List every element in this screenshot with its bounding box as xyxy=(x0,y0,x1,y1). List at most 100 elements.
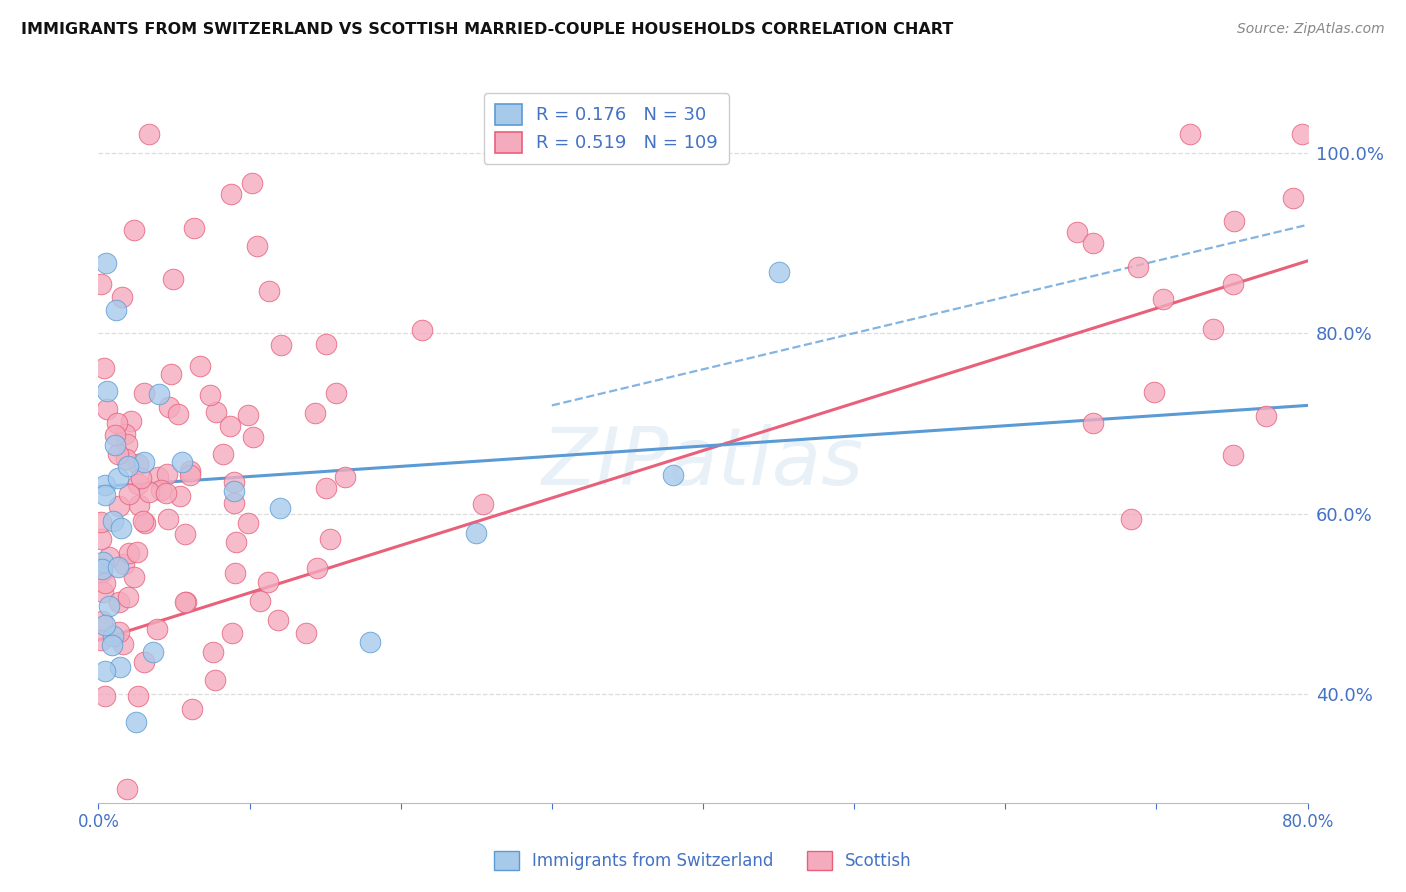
Point xyxy=(125,545,148,559)
Point xyxy=(240,176,263,190)
Point xyxy=(131,514,153,528)
Point xyxy=(112,637,135,651)
Point xyxy=(1121,512,1143,526)
Point xyxy=(169,489,191,503)
Point xyxy=(108,660,131,674)
Point xyxy=(179,468,201,483)
Point xyxy=(219,187,242,202)
Point xyxy=(91,555,114,569)
Point xyxy=(138,484,160,499)
Point xyxy=(198,388,221,402)
Point xyxy=(129,471,152,485)
Point xyxy=(90,516,112,530)
Point xyxy=(304,406,326,420)
Point xyxy=(94,488,117,502)
Point xyxy=(318,533,340,547)
Point xyxy=(127,689,149,703)
Point xyxy=(110,290,132,304)
Point xyxy=(315,336,337,351)
Point xyxy=(1222,448,1244,462)
Point xyxy=(108,500,131,514)
Point xyxy=(138,128,160,142)
Point xyxy=(1282,191,1305,205)
Point xyxy=(90,562,112,576)
Text: ZIPatlas: ZIPatlas xyxy=(541,425,865,502)
Point xyxy=(94,256,117,270)
Point xyxy=(1143,385,1166,400)
Point xyxy=(219,418,242,433)
Point xyxy=(225,534,247,549)
Point xyxy=(104,438,127,452)
Point xyxy=(188,359,211,373)
Point xyxy=(238,408,260,422)
Point xyxy=(117,458,139,473)
Point xyxy=(159,367,181,381)
Point xyxy=(170,455,193,469)
Point xyxy=(1083,235,1105,250)
Point xyxy=(174,595,197,609)
Point xyxy=(325,386,347,401)
Point xyxy=(201,644,224,658)
Point xyxy=(267,613,290,627)
Point xyxy=(242,430,264,444)
Point xyxy=(269,500,291,515)
Point xyxy=(96,384,118,398)
Point xyxy=(149,483,172,498)
Point xyxy=(1066,225,1088,239)
Point xyxy=(249,594,271,608)
Point xyxy=(142,645,165,659)
Point xyxy=(117,591,139,605)
Point xyxy=(90,633,112,648)
Point xyxy=(94,618,117,632)
Point xyxy=(118,487,141,501)
Point xyxy=(148,470,170,484)
Point xyxy=(114,452,136,467)
Text: Source: ZipAtlas.com: Source: ZipAtlas.com xyxy=(1237,22,1385,37)
Point xyxy=(94,576,117,591)
Point xyxy=(91,565,114,579)
Point xyxy=(93,478,115,492)
Point xyxy=(117,782,139,797)
Point xyxy=(146,622,169,636)
Point xyxy=(90,277,112,291)
Point xyxy=(90,615,112,629)
Point xyxy=(114,427,136,442)
Point xyxy=(256,575,278,590)
Point xyxy=(108,625,131,640)
Point xyxy=(125,714,148,729)
Point xyxy=(246,239,269,253)
Point xyxy=(224,483,246,498)
Point xyxy=(134,516,156,531)
Point xyxy=(205,405,228,419)
Point xyxy=(221,625,243,640)
Point xyxy=(155,486,177,500)
Point xyxy=(104,302,127,317)
Point xyxy=(97,549,120,564)
Point xyxy=(222,475,245,489)
Point xyxy=(110,521,132,535)
Point xyxy=(97,599,120,613)
Point xyxy=(91,585,114,599)
Point xyxy=(211,447,233,461)
Point xyxy=(295,626,318,640)
Point xyxy=(1178,128,1201,142)
Point xyxy=(100,638,122,652)
Point xyxy=(411,323,433,337)
Point xyxy=(90,532,112,546)
Point xyxy=(305,560,328,574)
Point xyxy=(104,428,127,442)
Point xyxy=(157,400,180,414)
Point xyxy=(166,407,188,421)
Point xyxy=(94,690,117,704)
Point xyxy=(1222,277,1244,292)
Point xyxy=(103,514,125,528)
Point xyxy=(128,498,150,512)
Text: IMMIGRANTS FROM SWITZERLAND VS SCOTTISH MARRIED-COUPLE HOUSEHOLDS CORRELATION CH: IMMIGRANTS FROM SWITZERLAND VS SCOTTISH … xyxy=(21,22,953,37)
Point xyxy=(315,482,337,496)
Point xyxy=(1126,260,1149,275)
Point xyxy=(162,272,184,286)
Point xyxy=(96,401,118,416)
Point xyxy=(224,566,246,580)
Point xyxy=(127,477,149,491)
Point xyxy=(768,265,790,279)
